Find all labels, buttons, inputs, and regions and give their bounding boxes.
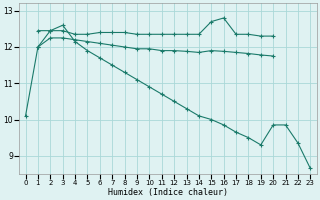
- X-axis label: Humidex (Indice chaleur): Humidex (Indice chaleur): [108, 188, 228, 197]
